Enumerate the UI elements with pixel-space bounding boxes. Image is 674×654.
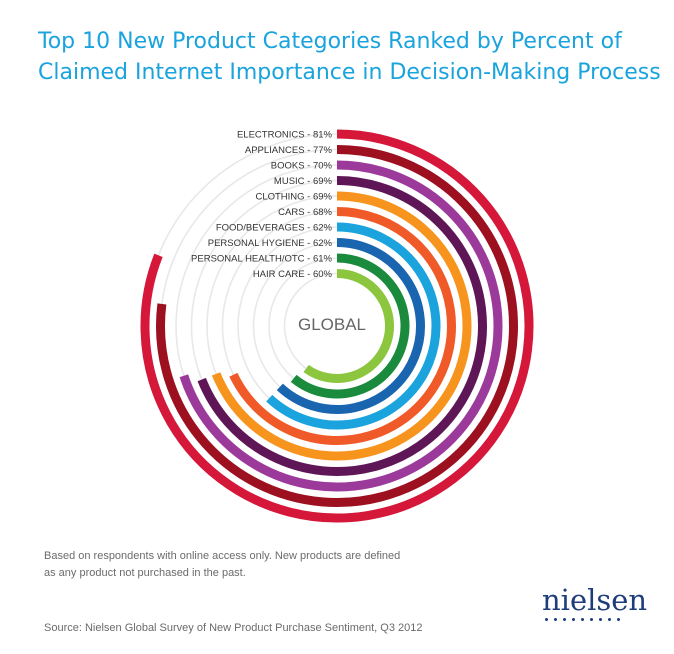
label-cars: CARS - 68% bbox=[278, 207, 332, 218]
label-electronics: ELECTRONICS - 81% bbox=[237, 130, 333, 141]
bar-clothing bbox=[211, 191, 472, 461]
label-books: BOOKS - 70% bbox=[271, 161, 333, 172]
chart-title: Top 10 New Product Categories Ranked by … bbox=[38, 26, 661, 88]
label-hair-care: HAIR CARE - 60% bbox=[253, 269, 333, 280]
bar-personal-health-otc bbox=[290, 253, 410, 399]
label-personal-hygiene: PERSONAL HYGIENE - 62% bbox=[208, 238, 333, 249]
chart-bars bbox=[140, 129, 534, 523]
title-line-2: Claimed Internet Importance in Decision-… bbox=[38, 60, 661, 85]
center-label: GLOBAL bbox=[298, 315, 366, 334]
footnote: Based on respondents with online access … bbox=[44, 548, 464, 582]
logo-dots bbox=[542, 618, 642, 621]
bar-music bbox=[197, 176, 487, 476]
label-personal-health-otc: PERSONAL HEALTH/OTC - 61% bbox=[191, 254, 333, 265]
logo-wordmark: nielsen bbox=[542, 583, 648, 617]
label-clothing: CLOTHING - 69% bbox=[255, 192, 332, 203]
bar-hair-care bbox=[303, 269, 394, 383]
bar-personal-hygiene bbox=[276, 238, 425, 414]
footnote-line-2: as any product not purchased in the past… bbox=[44, 567, 246, 579]
bar-appliances bbox=[156, 145, 518, 507]
bar-food-beverages bbox=[266, 222, 441, 430]
label-food-beverages: FOOD/BEVERAGES - 62% bbox=[216, 223, 333, 234]
title-line-1: Top 10 New Product Categories Ranked by … bbox=[38, 29, 622, 54]
bar-electronics bbox=[140, 129, 534, 523]
source-citation: Source: Nielsen Global Survey of New Pro… bbox=[44, 622, 423, 634]
bar-books bbox=[179, 160, 503, 492]
chart-labels: ELECTRONICS - 81% APPLIANCES - 77% BOOKS -… bbox=[191, 130, 333, 281]
footnote-line-1: Based on respondents with online access … bbox=[44, 550, 401, 562]
label-music: MUSIC - 69% bbox=[274, 176, 333, 187]
bar-cars bbox=[229, 207, 456, 445]
nielsen-logo: nielsen bbox=[542, 583, 648, 621]
label-appliances: APPLIANCES - 77% bbox=[245, 145, 333, 156]
